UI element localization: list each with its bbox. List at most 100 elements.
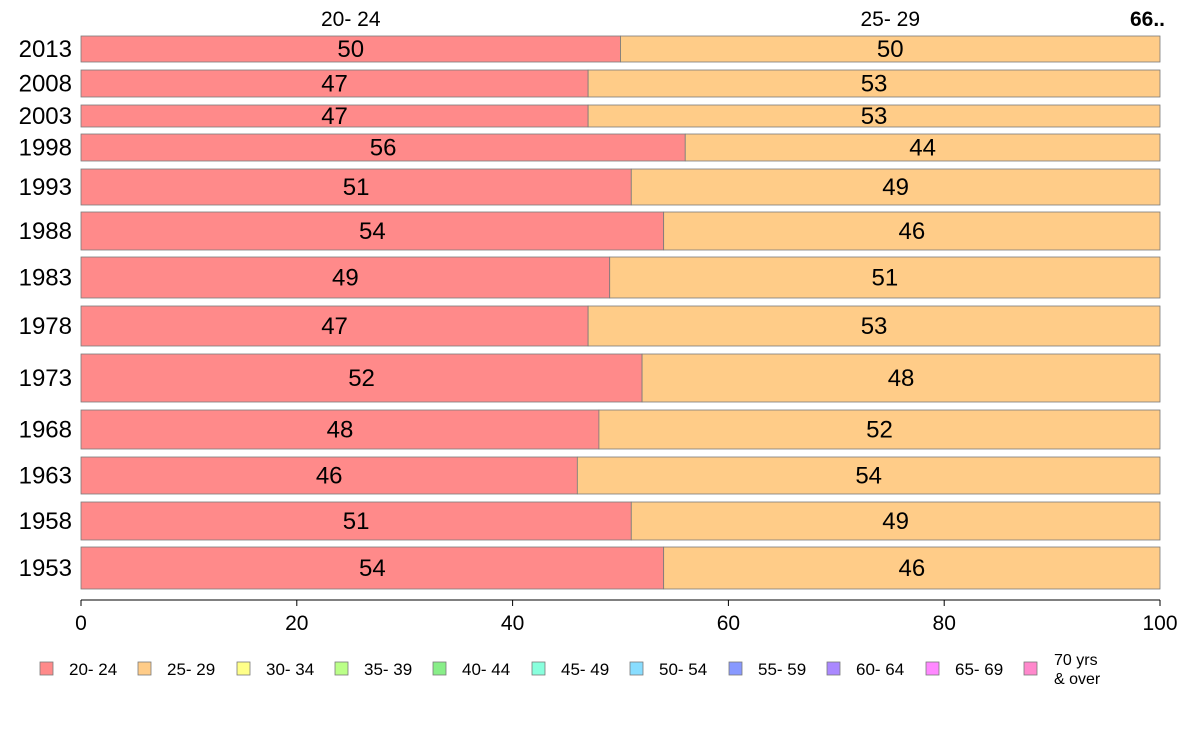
legend-label: 40- 44 [462,660,510,679]
top-series-label-overflow: 66.. [1130,8,1165,31]
legend-swatch [531,661,546,676]
bar-segment [620,35,1161,63]
y-tick-label: 1973 [19,365,72,392]
legend-label: 65- 69 [955,660,1003,679]
legend-label: 50- 54 [659,660,707,679]
data-label: 48 [327,417,354,444]
x-tick-label: 60 [717,612,740,635]
y-tick-label: 1998 [19,135,72,162]
top-series-label: 25- 29 [860,8,920,31]
x-tick-label: 0 [75,612,87,635]
legend-label: 45- 49 [561,660,609,679]
legend-swatch [728,661,743,676]
y-tick-label: 1958 [19,508,72,535]
bar-segment [587,69,1161,98]
data-label: 54 [359,555,386,582]
x-tick-label: 40 [501,612,524,635]
x-tick-label: 80 [933,612,956,635]
bar-segment [598,409,1161,450]
legend-swatch [432,661,447,676]
legend-swatch [137,661,152,676]
legend-label-line: & over [1054,671,1101,688]
data-label: 52 [348,365,375,392]
bar-segment [630,501,1161,541]
data-label: 48 [888,365,915,392]
legend-swatch [236,661,251,676]
legend-swatch [826,661,841,676]
bar-segment [80,501,632,541]
bar-segment [587,305,1161,347]
data-label: 51 [872,265,899,292]
data-label: 46 [316,463,343,490]
data-label: 51 [343,508,370,535]
data-label: 47 [321,103,348,130]
y-tick-label: 1963 [19,463,72,490]
data-label: 53 [861,313,888,340]
legend-label: 70 yrs & over [1054,652,1101,688]
bar-segment [684,133,1161,162]
data-label: 46 [898,218,925,245]
x-tick-label: 20 [285,612,308,635]
y-tick-label: 2008 [19,71,72,98]
bar-segment [80,546,665,590]
y-tick-label: 2013 [19,36,72,63]
legend-label: 25- 29 [167,660,215,679]
bar-segment [80,168,632,206]
legend-swatch [925,661,940,676]
y-tick-label: 1978 [19,313,72,340]
legend-swatch [39,661,54,676]
top-labels: 20- 24 25- 29 66.. [321,8,1165,31]
y-tick-label: 2003 [19,103,72,130]
data-label: 56 [370,135,397,162]
data-label: 53 [861,103,888,130]
data-label: 50 [337,36,364,63]
y-tick-label: 1988 [19,218,72,245]
data-label: 50 [877,36,904,63]
bar-segment [80,133,686,162]
bar-segment [641,353,1161,403]
y-tick-label: 1983 [19,265,72,292]
data-label: 44 [909,135,936,162]
data-label: 54 [855,463,882,490]
x-tick-label: 100 [1142,612,1177,635]
data-label: 53 [861,71,888,98]
data-label: 54 [359,218,386,245]
legend: 20- 24 25- 29 30- 34 35- 39 40- 44 45- 49 50- … [39,652,1101,688]
legend-swatch [334,661,349,676]
top-series-label: 20- 24 [321,8,381,31]
bar-segment [80,35,621,63]
bar-segment [80,305,589,347]
bar-segment [663,211,1161,251]
y-axis-labels: 2013 2008 2003 1998 1993 1988 1983 1978 1973 1968… [19,36,72,582]
legend-label: 20- 24 [69,660,117,679]
legend-label-line: 70 yrs [1054,652,1098,669]
bar-segment [630,168,1161,206]
bar-segment [80,211,665,251]
data-label: 47 [321,313,348,340]
bar-segment [609,256,1161,299]
bar-segment [80,69,589,98]
data-label: 49 [332,265,359,292]
legend-label: 35- 39 [364,660,412,679]
bar-segment [587,104,1161,128]
data-label: 52 [866,417,893,444]
data-label: 49 [882,174,909,201]
data-label: 47 [321,71,348,98]
y-tick-label: 1968 [19,417,72,444]
data-label: 51 [343,174,370,201]
legend-swatch [1023,661,1038,676]
bar-segment [80,256,611,299]
data-label: 49 [882,508,909,535]
y-tick-label: 1993 [19,174,72,201]
legend-label: 55- 59 [758,660,806,679]
bar-segment [576,456,1161,495]
legend-swatch [629,661,644,676]
x-axis: 0 20 40 60 80 100 [75,599,1178,635]
data-label: 46 [898,555,925,582]
legend-label: 60- 64 [856,660,904,679]
y-tick-label: 1953 [19,555,72,582]
bar-segment [663,546,1161,590]
legend-label: 30- 34 [266,660,314,679]
